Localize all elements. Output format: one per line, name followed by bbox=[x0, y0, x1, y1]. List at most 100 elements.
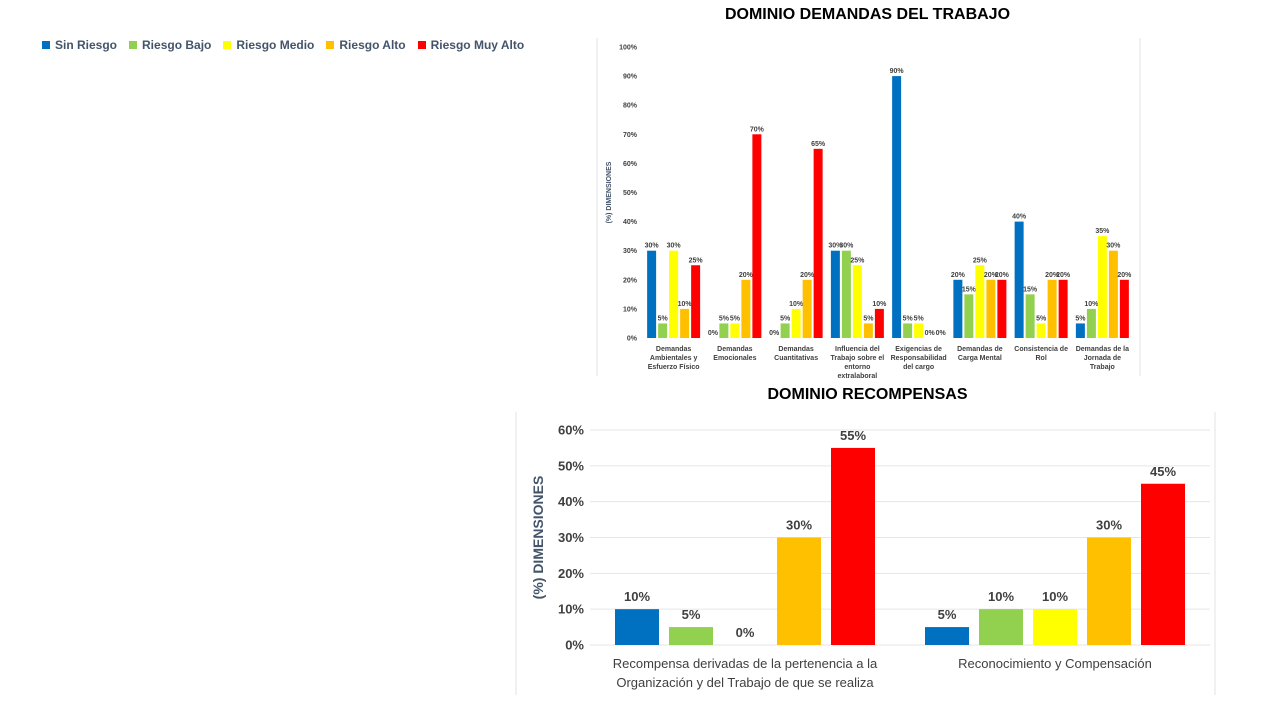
legend-item-riesgo-medio: Riesgo Medio bbox=[223, 38, 314, 52]
bar bbox=[841, 250, 851, 338]
bar bbox=[615, 609, 659, 645]
bar bbox=[925, 627, 969, 645]
y-axis-label: (%) DIMENSIONES bbox=[530, 476, 546, 600]
bar bbox=[1119, 279, 1129, 338]
bar bbox=[1033, 609, 1077, 645]
data-label: 15% bbox=[962, 286, 977, 293]
data-label: 25% bbox=[689, 257, 704, 264]
bar bbox=[1058, 279, 1068, 338]
chart-demandas-del-trabajo: 0% 10% 20% 30% 40% 50% 60% 70% 80% 90% 100% (%) DIM… bbox=[606, 44, 1132, 380]
data-label: 10% bbox=[789, 301, 804, 308]
data-label: 20% bbox=[800, 272, 815, 279]
legend-label: Riesgo Bajo bbox=[142, 38, 212, 52]
y-tick-label: 0% bbox=[565, 638, 584, 653]
data-label: 5% bbox=[914, 315, 925, 322]
chart-recompensas: 0% 10% 20% 30% 40% 50% 60% (%) DIMENSIONES 10% 5%… bbox=[530, 423, 1210, 690]
bar bbox=[752, 134, 762, 338]
category-label: Demandas bbox=[717, 346, 753, 353]
data-label: 30% bbox=[786, 518, 812, 533]
legend-label: Sin Riesgo bbox=[55, 38, 118, 52]
y-tick-label: 80% bbox=[623, 103, 638, 110]
y-tick-label: 30% bbox=[558, 530, 584, 545]
data-label: 0% bbox=[769, 330, 780, 337]
legend-swatch bbox=[42, 41, 50, 49]
category-label: Organización y del Trabajo de que se rea… bbox=[616, 675, 874, 690]
bar bbox=[777, 537, 821, 645]
bar bbox=[691, 265, 701, 338]
bar bbox=[831, 447, 875, 645]
data-label: 5% bbox=[1075, 315, 1086, 322]
category-label: Esfuerzo Físico bbox=[648, 364, 700, 371]
y-tick-label: 20% bbox=[623, 277, 638, 284]
bar bbox=[1036, 323, 1046, 338]
category-label: Demandas de bbox=[957, 346, 1003, 353]
data-label: 30% bbox=[645, 243, 660, 250]
bar bbox=[680, 308, 690, 338]
category-label: Consistencia de bbox=[1014, 346, 1068, 353]
data-label: 0% bbox=[936, 330, 947, 337]
chart-title-demandas: DOMINIO DEMANDAS DEL TRABAJO bbox=[724, 6, 1011, 23]
category-label: Demandas de la bbox=[1076, 346, 1129, 353]
data-label: 20% bbox=[1045, 272, 1060, 279]
legend-item-riesgo-bajo: Riesgo Bajo bbox=[129, 38, 211, 52]
data-label: 20% bbox=[984, 272, 999, 279]
category-label: Trabajo bbox=[1090, 364, 1115, 371]
bar bbox=[669, 250, 679, 338]
bar bbox=[719, 323, 729, 338]
category-label: extralaboral bbox=[838, 373, 878, 380]
bar bbox=[802, 279, 812, 338]
bar bbox=[1014, 221, 1024, 338]
data-label: 5% bbox=[682, 607, 701, 622]
bar bbox=[997, 279, 1007, 338]
bar bbox=[874, 308, 884, 338]
category-label: entorno bbox=[844, 364, 870, 371]
y-tick-label: 60% bbox=[558, 423, 584, 438]
data-label: 5% bbox=[780, 315, 791, 322]
category-label: Trabajo sobre el bbox=[831, 355, 885, 362]
bar bbox=[1108, 250, 1118, 338]
category-label: Responsabilidad bbox=[891, 355, 947, 362]
category-label: Exigencias de bbox=[895, 346, 942, 353]
data-label: 30% bbox=[828, 243, 843, 250]
category-label: Emocionales bbox=[713, 355, 756, 362]
data-label: 20% bbox=[739, 272, 754, 279]
legend-item-sin-riesgo: Sin Riesgo bbox=[42, 38, 117, 52]
data-label: 20% bbox=[1056, 272, 1071, 279]
data-label: 25% bbox=[850, 257, 865, 264]
category-label: Ambientales y bbox=[650, 355, 698, 362]
bar bbox=[852, 265, 862, 338]
data-label: 65% bbox=[811, 141, 826, 148]
data-label: 15% bbox=[1023, 286, 1038, 293]
bar bbox=[1097, 236, 1107, 338]
data-label: 10% bbox=[678, 301, 693, 308]
data-label: 30% bbox=[1106, 243, 1121, 250]
bar bbox=[863, 323, 873, 338]
data-label: 5% bbox=[903, 315, 914, 322]
bar bbox=[903, 323, 913, 338]
bar bbox=[964, 294, 974, 338]
data-label: 5% bbox=[730, 315, 741, 322]
category-label: Demandas bbox=[778, 346, 814, 353]
data-label: 55% bbox=[840, 428, 866, 443]
y-tick-label: 60% bbox=[623, 161, 638, 168]
bar bbox=[1087, 537, 1131, 645]
y-axis-label: (%) DIMENSIONES bbox=[606, 161, 613, 223]
y-tick-label: 70% bbox=[623, 132, 638, 139]
bar bbox=[741, 279, 751, 338]
data-label: 45% bbox=[1150, 464, 1176, 479]
y-tick-label: 30% bbox=[623, 248, 638, 255]
bar bbox=[830, 250, 840, 338]
data-label: 5% bbox=[863, 315, 874, 322]
category-label: Influencia del bbox=[835, 346, 880, 353]
data-label: 10% bbox=[988, 589, 1014, 604]
y-tick-label: 10% bbox=[623, 306, 638, 313]
category-label: Reconocimiento y Compensación bbox=[958, 656, 1152, 671]
bar bbox=[730, 323, 740, 338]
data-label: 10% bbox=[624, 589, 650, 604]
data-label: 20% bbox=[995, 272, 1010, 279]
data-label: 5% bbox=[1036, 315, 1047, 322]
bar bbox=[647, 250, 657, 338]
y-tick-label: 50% bbox=[623, 190, 638, 197]
legend-item-riesgo-alto: Riesgo Alto bbox=[326, 38, 406, 52]
